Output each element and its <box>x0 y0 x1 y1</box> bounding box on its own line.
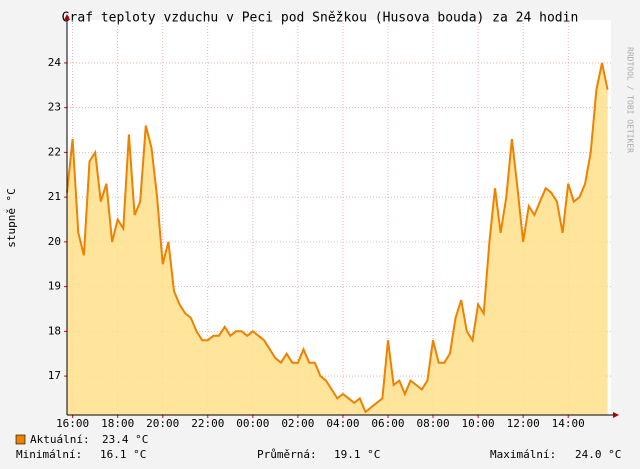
stat-label: Maximální: <box>490 448 556 461</box>
y-tick-label: 24 <box>48 56 62 69</box>
x-tick-label: 18:00 <box>101 417 134 430</box>
y-tick-label: 19 <box>48 280 61 293</box>
stat-label: Průměrná: <box>257 448 317 461</box>
y-axis-label: stupně °C <box>5 188 18 248</box>
y-tick-label: 23 <box>48 101 61 114</box>
area <box>67 62 608 416</box>
y-tick-label: 17 <box>48 369 61 382</box>
x-tick-label: 14:00 <box>552 417 585 430</box>
stat-value: 24.0 °C <box>575 448 621 461</box>
stat-label: Minimální: <box>16 448 82 461</box>
y-tick-label: 20 <box>48 235 61 248</box>
legend-label: Aktuální: <box>30 433 90 446</box>
y-tick-label: 18 <box>48 324 61 337</box>
x-tick-label: 10:00 <box>462 417 495 430</box>
plot <box>66 62 609 416</box>
axes: 17 18 19 20 21 22 23 24 16:00 18:00 20:00 22:00 00:0… <box>48 14 619 430</box>
x-tick-label: 02:00 <box>281 417 314 430</box>
x-axis-arrow <box>613 412 619 418</box>
legend-swatch <box>15 434 26 445</box>
x-tick-label: 12:00 <box>507 417 540 430</box>
x-tick-label: 08:00 <box>416 417 449 430</box>
x-tick-label: 22:00 <box>191 417 224 430</box>
x-tick-label: 20:00 <box>146 417 179 430</box>
y-axis-arrow <box>64 14 70 20</box>
line <box>66 62 609 414</box>
x-tick-label: 06:00 <box>371 417 404 430</box>
watermark: RRDTOOL / TOBI OETIKER <box>626 47 635 153</box>
stat-value: 19.1 °C <box>334 448 380 461</box>
chart-title: Graf teploty vzduchu v Peci pod Sněžkou … <box>62 11 579 26</box>
x-tick-label: 16:00 <box>56 417 89 430</box>
x-tick-label: 04:00 <box>326 417 359 430</box>
y-tick-label: 22 <box>48 145 61 158</box>
y-tick-label: 21 <box>48 190 61 203</box>
current-value: 23.4 °C <box>102 433 148 446</box>
x-tick-label: 00:00 <box>236 417 269 430</box>
stat-value: 16.1 °C <box>100 448 146 461</box>
